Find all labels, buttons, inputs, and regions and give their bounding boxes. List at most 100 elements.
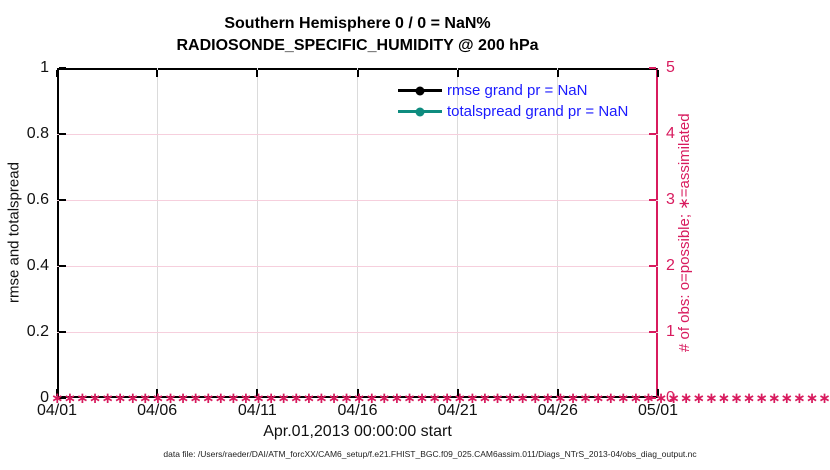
chart-title-line1: Southern Hemisphere 0 / 0 = NaN% [224,15,491,32]
obs-marker: ∗ [415,389,429,407]
x-tick-bottom [156,389,159,396]
y-tick-left [59,133,66,135]
obs-marker: ∗ [742,389,756,407]
obs-marker: ∗ [805,389,819,407]
x-tick-label: 04/06 [137,402,178,419]
obs-marker: ∗ [164,389,177,407]
chart-title: Southern Hemisphere 0 / 0 = NaN% RADIOSO… [57,13,658,57]
x-tick-label: 04/01 [36,402,78,419]
obs-marker: ∗ [126,389,140,407]
legend-label: rmse grand pr = NaN [447,82,588,99]
y-tick-label-right: 3 [666,191,675,208]
x-tick-bottom [456,389,459,396]
x-tick-top [556,70,559,77]
obs-marker: ∗ [730,389,743,407]
x-tick-top [657,70,659,77]
obs-marker: ∗ [528,389,542,407]
obs-marker: ∗ [289,389,303,407]
grid-line-horizontal [57,199,658,201]
obs-marker: ∗ [717,389,731,407]
obs-marker: ∗ [315,389,328,407]
x-tick-top [56,70,58,77]
x-tick-bottom [256,389,259,396]
obs-marker: ∗ [214,389,228,407]
obs-marker: ∗ [352,389,366,407]
chart-title-line2: RADIOSONDE_SPECIFIC_HUMIDITY @ 200 hPa [176,37,539,54]
obs-marker: ∗ [780,389,794,407]
y-tick-label-left: 0.6 [26,191,49,208]
obs-marker: ∗ [679,389,693,407]
obs-marker: ∗ [554,389,567,407]
x-tick-label: 04/21 [437,402,478,419]
obs-marker: ∗ [629,389,643,407]
obs-marker: ∗ [252,389,265,407]
y-tick-left [59,265,66,267]
y-tick-right [649,265,656,267]
obs-marker: ∗ [667,389,680,407]
obs-marker: ∗ [767,389,781,407]
obs-marker: ∗ [390,389,404,407]
obs-marker: ∗ [818,389,830,407]
y-tick-right [649,397,656,399]
obs-marker: ∗ [76,389,89,407]
obs-marker: ∗ [617,389,630,407]
y-tick-label-left: 0 [40,389,49,406]
x-tick-bottom [657,389,659,396]
obs-marker: ∗ [139,389,152,407]
y-tick-label-right: 1 [666,323,675,340]
grid-line-horizontal [57,331,658,333]
obs-marker: ∗ [88,389,102,407]
legend-marker-dot [415,107,425,116]
left-axis-label: rmse and totalspread [5,162,23,304]
obs-marker: ∗ [176,389,190,407]
grid-line-horizontal [57,265,658,267]
data-file-path: data file: /Users/raeder/DAI/ATM_forcXX/… [163,449,697,459]
legend-line [398,107,442,116]
obs-marker: ∗ [503,389,517,407]
legend-line [398,86,442,95]
y-tick-left [59,331,66,333]
y-tick-label-left: 0.2 [26,323,49,340]
x-axis-label: Apr.01,2013 00:00:00 start [263,423,452,440]
y-tick-right [649,199,656,201]
obs-marker: ∗ [113,389,127,407]
obs-marker: ∗ [453,389,467,407]
obs-marker: ∗ [755,389,768,407]
legend-item: rmse grand pr = NaN [398,80,628,101]
obs-marker: ∗ [440,389,454,407]
x-tick-top [256,70,259,77]
obs-marker: ∗ [642,389,655,407]
grid-line-vertical [156,68,158,398]
obs-marker: ∗ [566,389,580,407]
x-tick-label: 05/01 [637,402,679,419]
obs-marker: ∗ [692,389,706,407]
obs-marker: ∗ [227,389,240,407]
right-axis-label: # of obs: o=possible; ∗=assimilated [676,113,693,353]
obs-marker: ∗ [63,389,77,407]
y-tick-right [649,67,656,69]
y-tick-label-right: 2 [666,257,675,274]
obs-marker: ∗ [365,389,379,407]
x-tick-label: 04/11 [237,402,277,419]
obs-marker: ∗ [604,389,618,407]
x-tick-top [456,70,459,77]
obs-marker: ∗ [277,389,290,407]
x-tick-top [356,70,359,77]
obs-marker: ∗ [516,389,529,407]
x-tick-label: 04/16 [337,402,378,419]
obs-marker: ∗ [579,389,592,407]
y-tick-label-left: 1 [40,59,49,76]
obs-marker: ∗ [478,389,492,407]
obs-marker: ∗ [151,389,165,407]
obs-marker: ∗ [466,389,479,407]
obs-marker: ∗ [239,389,253,407]
x-tick-bottom [356,389,359,396]
obs-marker: ∗ [340,389,353,407]
obs-marker: ∗ [541,389,555,407]
obs-marker: ∗ [591,389,605,407]
obs-marker: ∗ [403,389,416,407]
obs-marker: ∗ [491,389,504,407]
grid-line-vertical [256,68,258,398]
grid-line-horizontal [57,133,658,135]
